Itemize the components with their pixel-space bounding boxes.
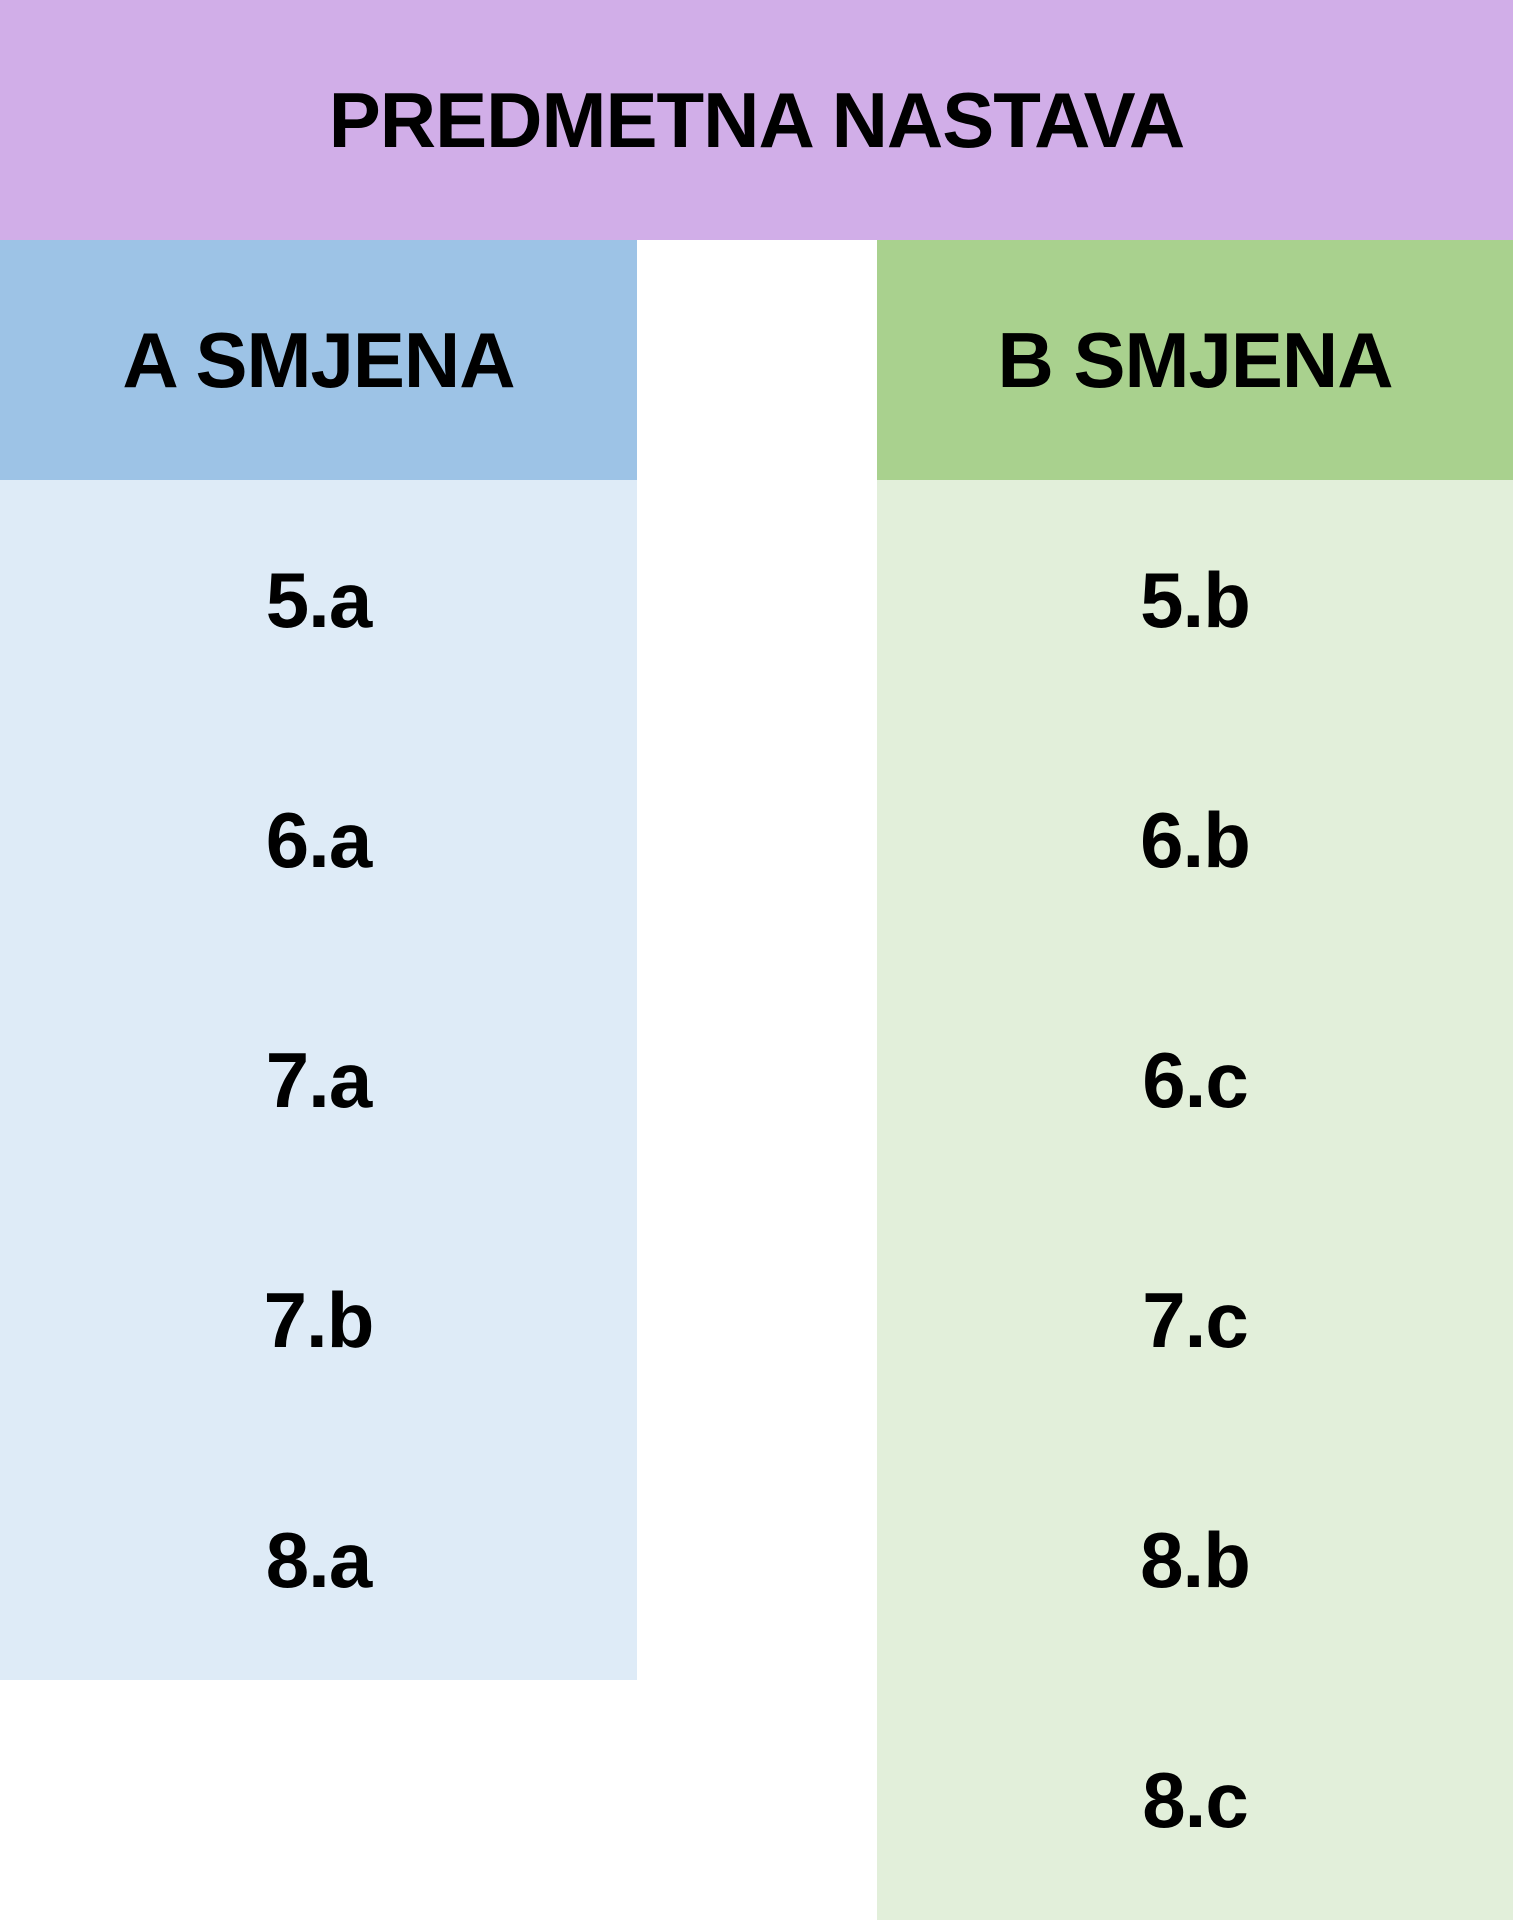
- class-item: 7.a: [0, 960, 637, 1200]
- class-item: 6.a: [0, 720, 637, 960]
- class-item: 8.a: [0, 1440, 637, 1680]
- class-item: 5.b: [877, 480, 1513, 720]
- column: B SMJENA 5.b 6.b 6.c 7.c 8.b 8.c: [877, 240, 1513, 1920]
- title: PREDMETNA NASTAVA: [0, 0, 1513, 240]
- class-item: 6.b: [877, 720, 1513, 960]
- class-item: 7.c: [877, 1200, 1513, 1440]
- column-header: B SMJENA: [877, 240, 1513, 480]
- class-item: 6.c: [877, 960, 1513, 1200]
- column: A SMJENA 5.a 6.a 7.a 7.b 8.a: [0, 240, 637, 1680]
- column-header: A SMJENA: [0, 240, 637, 480]
- class-item: 5.a: [0, 480, 637, 720]
- class-item: 7.b: [0, 1200, 637, 1440]
- class-item: 8.b: [877, 1440, 1513, 1680]
- class-item: 8.c: [877, 1680, 1513, 1920]
